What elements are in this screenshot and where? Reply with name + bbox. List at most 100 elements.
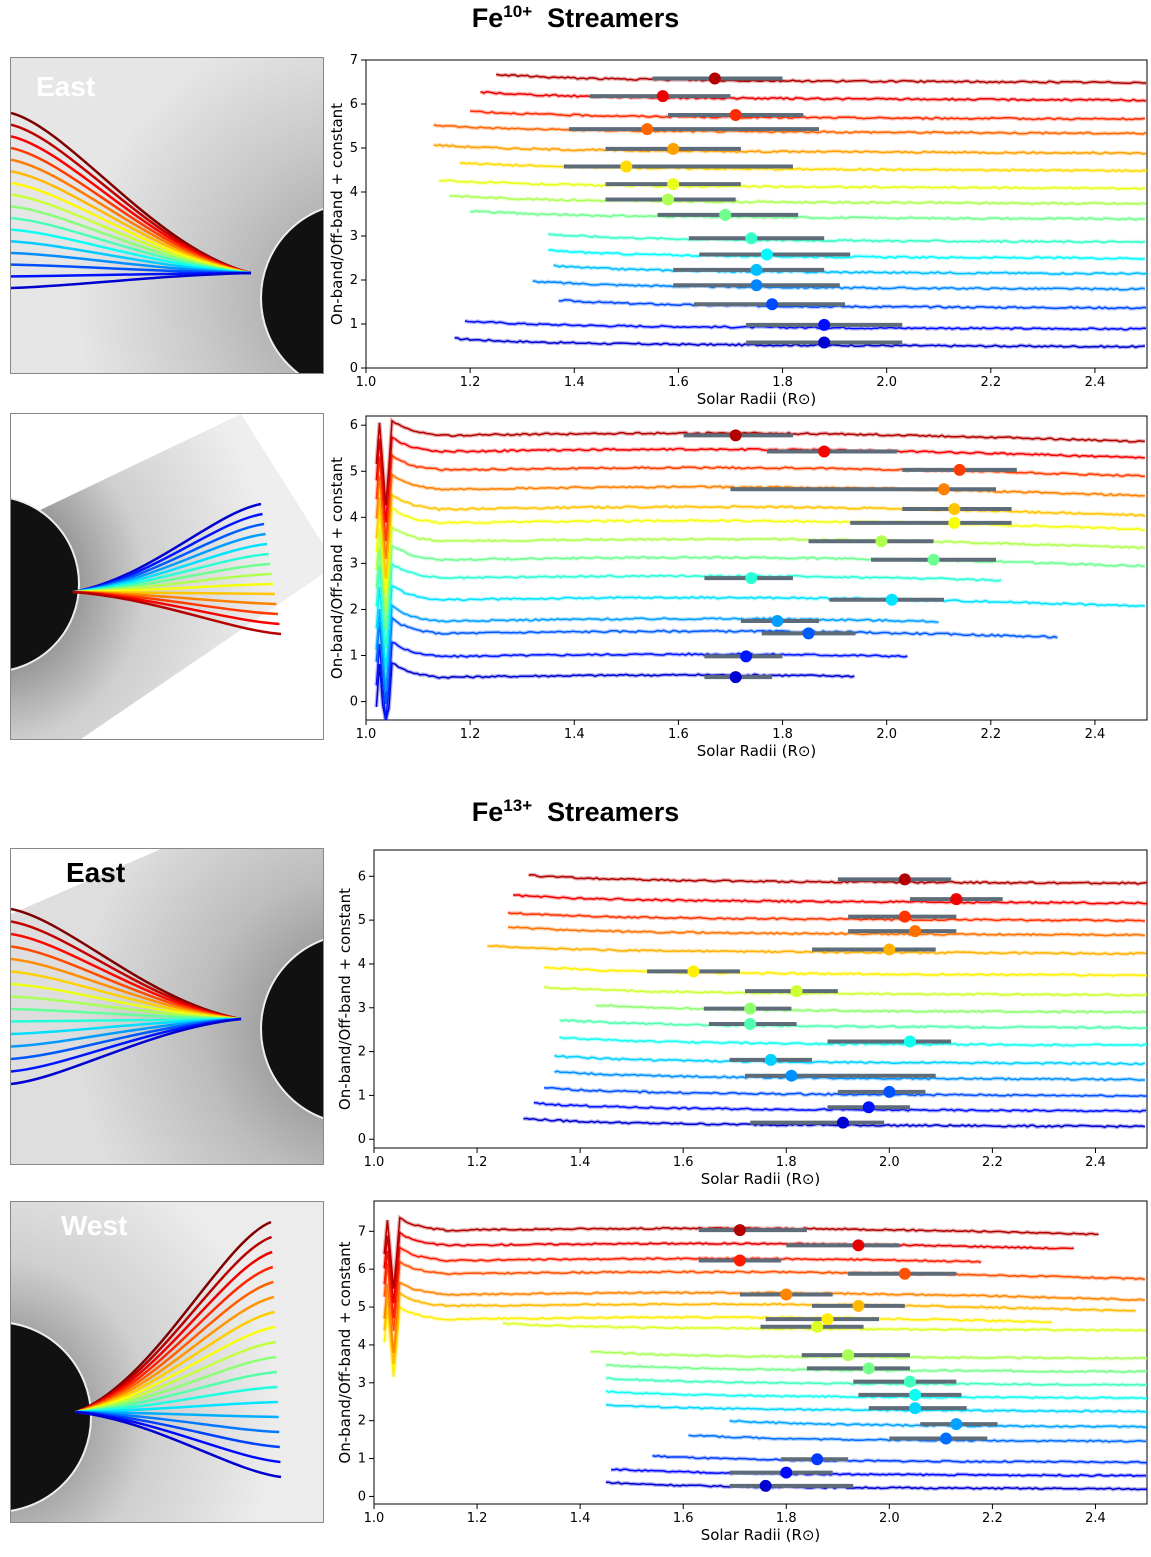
series-12 <box>382 1289 1136 1365</box>
series-11 <box>382 1302 1053 1378</box>
peak-marker <box>940 1432 953 1445</box>
series-1 <box>464 318 1146 332</box>
series-line <box>433 143 1147 155</box>
y-tick-label: 1 <box>350 649 358 664</box>
peak-marker <box>687 965 700 978</box>
peak-marker <box>909 925 922 938</box>
series-line <box>454 337 1145 349</box>
peak-marker <box>802 627 815 640</box>
peak-marker <box>745 232 758 245</box>
x-tick-label: 1.0 <box>364 1155 385 1170</box>
series-4 <box>552 263 1148 277</box>
y-tick-label: 0 <box>350 695 358 710</box>
series-line <box>383 1246 982 1319</box>
west-streamer-image: West <box>11 1202 323 1522</box>
x-tick-label: 2.0 <box>876 375 897 390</box>
series-11 <box>433 142 1147 156</box>
series-line <box>554 1070 1145 1082</box>
peak-marker <box>883 1085 896 1098</box>
x-tick-label: 2.2 <box>982 1511 1003 1526</box>
x-tick-label: 2.0 <box>876 727 897 742</box>
peak-marker <box>953 463 966 476</box>
x-tick-label: 2.2 <box>982 1155 1003 1170</box>
plot-frame <box>365 59 1148 369</box>
series-5 <box>605 1402 1148 1415</box>
x-tick-label: 1.6 <box>673 1511 694 1526</box>
peak-marker <box>836 1116 849 1129</box>
series-line <box>449 195 1147 206</box>
peak-marker <box>903 1375 916 1388</box>
series-4 <box>729 1418 1148 1431</box>
peak-marker <box>842 1349 855 1362</box>
sun-disk <box>260 938 323 1120</box>
series-7 <box>605 1375 1148 1388</box>
series-6 <box>374 542 1145 631</box>
peak-marker <box>708 72 721 85</box>
peak-marker <box>875 535 888 548</box>
west-streamer-image: West <box>11 414 323 739</box>
series-5 <box>548 247 1146 262</box>
chart-fe13-west-svg: 1.0 1.2 1.4 1.6 1.8 2.0 2.2 2.4 0 1 2 3 4 5 6 7 Solar Ra… <box>336 1200 1148 1544</box>
y-tick-label: 3 <box>350 229 358 244</box>
series-11 <box>374 450 1146 542</box>
peak-marker <box>852 1299 865 1312</box>
x-tick-label: 1.8 <box>772 375 793 390</box>
series-line <box>375 662 855 721</box>
series-line <box>375 436 1145 523</box>
east-image-panel-fe10: East <box>10 57 324 374</box>
series-4 <box>553 1053 1146 1067</box>
x-tick-label: 1.0 <box>356 727 377 742</box>
series-line <box>513 894 1148 905</box>
streamer-trace <box>11 1017 242 1086</box>
series-14 <box>382 1258 1146 1332</box>
series-5 <box>558 1035 1148 1048</box>
x-tick-label: 2.4 <box>1085 375 1106 390</box>
y-tick-label: 7 <box>350 53 358 68</box>
y-tick-label: 1 <box>358 1452 366 1467</box>
peak-marker <box>785 1069 798 1082</box>
peak-marker <box>818 445 831 458</box>
section-title-fe13: Fe13+ Streamers <box>471 796 680 827</box>
series-5 <box>374 560 1002 649</box>
x-tick-label: 2.4 <box>1085 1511 1106 1526</box>
series-line <box>554 1054 1146 1066</box>
x-tick-label: 2.0 <box>879 1511 900 1526</box>
peak-marker <box>885 593 898 606</box>
peak-marker <box>818 336 831 349</box>
x-tick-label: 1.6 <box>673 1155 694 1170</box>
series-line <box>375 453 1145 542</box>
x-axis-label: Solar Radii (R⊙) <box>701 1170 821 1188</box>
peak-marker <box>620 160 633 173</box>
peak-marker <box>667 178 680 191</box>
series-0 <box>523 1116 1146 1130</box>
x-tick-label: 1.4 <box>564 727 585 742</box>
series-14 <box>479 89 1147 103</box>
peak-marker <box>733 1224 746 1237</box>
series-line <box>470 110 1145 121</box>
y-tick-label: 1 <box>358 1088 366 1103</box>
series-3 <box>688 1432 1147 1445</box>
series-8 <box>605 1362 1148 1375</box>
series-1 <box>533 1100 1146 1114</box>
peak-marker <box>771 614 784 627</box>
peak-marker <box>950 893 963 906</box>
plot-frame <box>373 849 1148 1149</box>
series-line <box>375 507 1145 594</box>
streamer-trace <box>72 590 282 636</box>
peak-marker <box>719 208 732 221</box>
y-tick-label: 6 <box>350 418 358 433</box>
y-tick-label: 2 <box>358 1414 366 1429</box>
peak-marker <box>948 503 961 516</box>
y-tick-label: 5 <box>350 141 358 156</box>
sun-disk <box>11 497 80 671</box>
series-line <box>375 562 1002 649</box>
series-line <box>383 1305 1053 1378</box>
y-tick-label: 3 <box>358 1001 366 1016</box>
series-line <box>433 123 1147 135</box>
series-line <box>375 584 1146 670</box>
series-line <box>375 419 1145 506</box>
peak-marker <box>764 1053 777 1066</box>
series-12 <box>374 434 1146 523</box>
series-line <box>544 1086 1148 1098</box>
y-tick-label: 4 <box>350 510 358 525</box>
